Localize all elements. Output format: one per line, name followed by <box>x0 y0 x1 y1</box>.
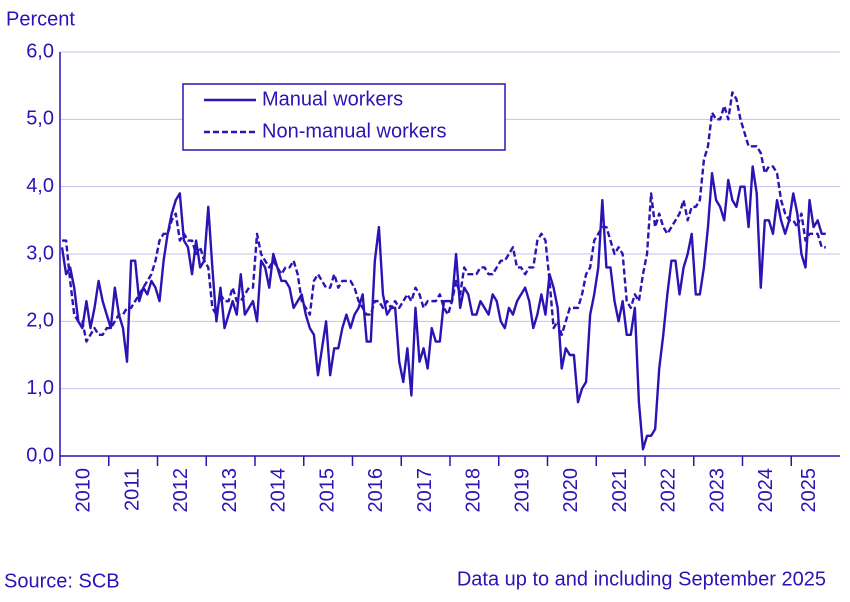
y-tick-label: 1,0 <box>26 377 54 399</box>
x-tick-label: 2017 <box>414 468 436 513</box>
y-tick-label: 6,0 <box>26 40 54 62</box>
y-tick-label: 0,0 <box>26 444 54 466</box>
legend-label: Non-manual workers <box>262 120 447 142</box>
note: Data up to and including September 2025 <box>457 568 826 590</box>
x-tick-label: 2023 <box>706 468 728 513</box>
legend-box <box>182 83 506 151</box>
x-tick-label: 2012 <box>170 468 192 513</box>
x-tick-label: 2014 <box>268 468 290 513</box>
x-tick-label: 2025 <box>798 468 820 513</box>
x-tick-label: 2015 <box>316 468 338 513</box>
series-line <box>60 165 826 451</box>
x-tick-label: 2016 <box>365 468 387 513</box>
y-tick-label: 3,0 <box>26 242 54 264</box>
x-tick-label: 2022 <box>658 468 680 513</box>
y-axis-label: Percent <box>6 8 75 30</box>
legend: Manual workers Non-manual workers <box>182 83 506 151</box>
y-tick-label: 2,0 <box>26 310 54 332</box>
source: Source: SCB <box>4 570 120 592</box>
y-tick-label: 5,0 <box>26 108 54 130</box>
y-tick-label: 4,0 <box>26 175 54 197</box>
x-tick-label: 2013 <box>219 468 241 513</box>
x-tick-label: 2024 <box>755 468 777 513</box>
x-tick-label: 2018 <box>463 468 485 513</box>
x-tick-label: 2021 <box>609 468 631 513</box>
x-tick-label: 2011 <box>121 468 143 511</box>
x-tick-label: 2019 <box>511 468 533 513</box>
x-tick-label: 2020 <box>560 468 582 513</box>
series-line <box>62 91 826 343</box>
x-tick-label: 2010 <box>73 468 95 513</box>
legend-label: Manual workers <box>262 88 403 110</box>
